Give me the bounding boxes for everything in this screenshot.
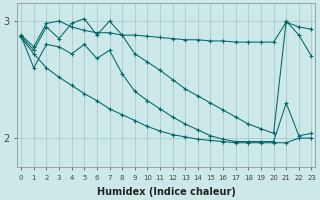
X-axis label: Humidex (Indice chaleur): Humidex (Indice chaleur) — [97, 187, 236, 197]
